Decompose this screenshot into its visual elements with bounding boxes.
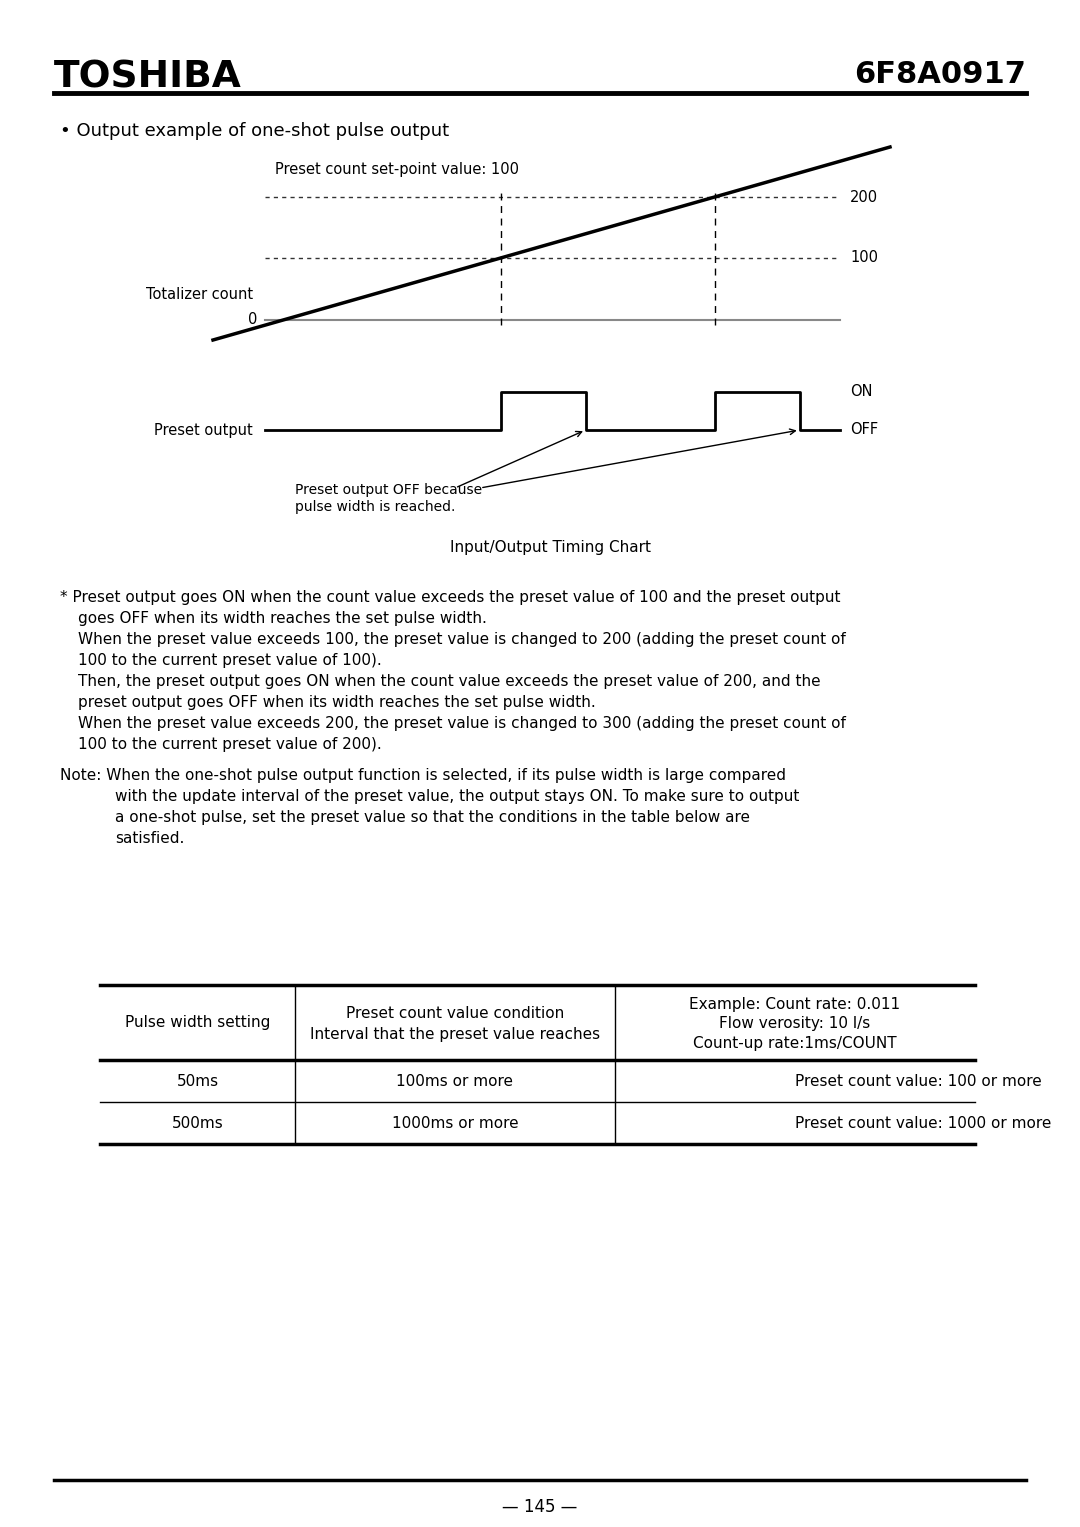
- Text: goes OFF when its width reaches the set pulse width.: goes OFF when its width reaches the set …: [78, 611, 487, 626]
- Text: 6F8A0917: 6F8A0917: [854, 60, 1026, 89]
- Text: Pulse width setting: Pulse width setting: [125, 1015, 270, 1031]
- Text: pulse width is reached.: pulse width is reached.: [295, 499, 456, 515]
- Text: When the preset value exceeds 100, the preset value is changed to 200 (adding th: When the preset value exceeds 100, the p…: [78, 632, 846, 647]
- Text: 100ms or more: 100ms or more: [396, 1073, 513, 1089]
- Text: a one-shot pulse, set the preset value so that the conditions in the table below: a one-shot pulse, set the preset value s…: [114, 809, 750, 825]
- Text: • Output example of one-shot pulse output: • Output example of one-shot pulse outpu…: [60, 122, 449, 140]
- Text: Count-up rate:1ms/COUNT: Count-up rate:1ms/COUNT: [693, 1035, 896, 1051]
- Text: 0: 0: [247, 313, 257, 327]
- Text: Preset count set-point value: 100: Preset count set-point value: 100: [275, 162, 519, 177]
- Text: Example: Count rate: 0.011: Example: Count rate: 0.011: [689, 997, 901, 1012]
- Text: Note: When the one-shot pulse output function is selected, if its pulse width is: Note: When the one-shot pulse output fun…: [60, 768, 786, 783]
- Text: with the update interval of the preset value, the output stays ON. To make sure : with the update interval of the preset v…: [114, 789, 799, 805]
- Text: 200: 200: [850, 189, 878, 205]
- Text: Preset count value: 100 or more: Preset count value: 100 or more: [795, 1073, 1042, 1089]
- Text: Totalizer count: Totalizer count: [146, 287, 253, 302]
- Text: TOSHIBA: TOSHIBA: [54, 60, 242, 96]
- Text: ON: ON: [850, 385, 873, 400]
- Text: 100: 100: [850, 250, 878, 266]
- Text: Flow verosity: 10 l/s: Flow verosity: 10 l/s: [719, 1015, 870, 1031]
- Text: Preset output: Preset output: [154, 423, 253, 438]
- Text: * Preset output goes ON when the count value exceeds the preset value of 100 and: * Preset output goes ON when the count v…: [60, 589, 840, 605]
- Text: — 145 —: — 145 —: [502, 1498, 578, 1516]
- Text: When the preset value exceeds 200, the preset value is changed to 300 (adding th: When the preset value exceeds 200, the p…: [78, 716, 846, 731]
- Text: Preset output OFF because: Preset output OFF because: [295, 483, 482, 496]
- Text: Preset count value condition: Preset count value condition: [346, 1006, 564, 1022]
- Text: 100 to the current preset value of 100).: 100 to the current preset value of 100).: [78, 654, 381, 667]
- Text: OFF: OFF: [850, 423, 878, 438]
- Text: Then, the preset output goes ON when the count value exceeds the preset value of: Then, the preset output goes ON when the…: [78, 673, 821, 689]
- Text: Interval that the preset value reaches: Interval that the preset value reaches: [310, 1028, 600, 1041]
- Text: Input/Output Timing Chart: Input/Output Timing Chart: [449, 541, 650, 554]
- Text: 100 to the current preset value of 200).: 100 to the current preset value of 200).: [78, 738, 381, 751]
- Text: 1000ms or more: 1000ms or more: [392, 1116, 518, 1130]
- Text: Preset count value: 1000 or more: Preset count value: 1000 or more: [795, 1116, 1051, 1130]
- Text: preset output goes OFF when its width reaches the set pulse width.: preset output goes OFF when its width re…: [78, 695, 596, 710]
- Text: satisfied.: satisfied.: [114, 831, 185, 846]
- Text: 500ms: 500ms: [172, 1116, 224, 1130]
- Text: 50ms: 50ms: [176, 1073, 218, 1089]
